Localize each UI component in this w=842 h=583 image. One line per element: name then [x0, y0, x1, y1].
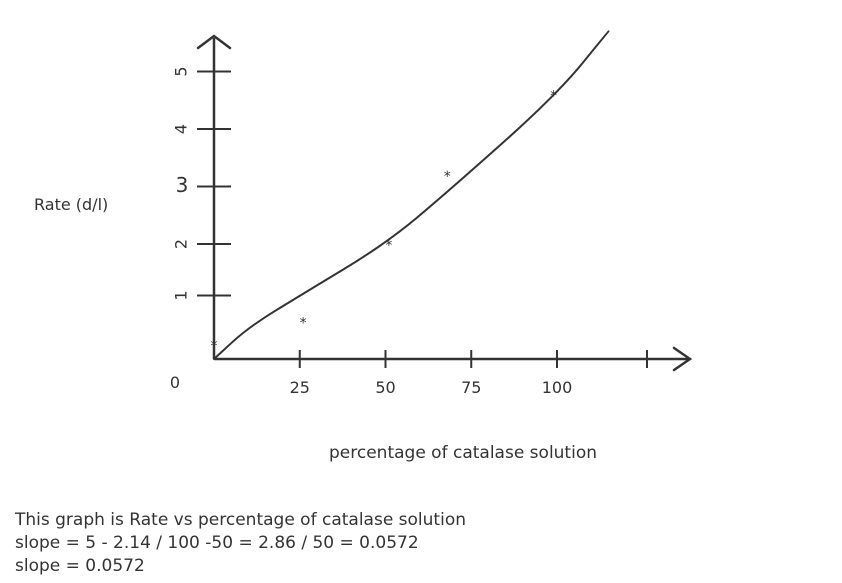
x-tick-label-50: 50 [375, 378, 395, 397]
data-points: * * * * * [211, 89, 558, 355]
y-tick-label-5: 5 [172, 66, 191, 76]
data-point-1: * [211, 339, 218, 355]
data-point-2: * [300, 316, 307, 332]
chart-axes: 0 [170, 34, 693, 392]
y-axis-arrow [196, 34, 232, 50]
note-line-3: slope = 0.0572 [15, 556, 145, 576]
y-axis-label: Rate (d/l) [34, 195, 109, 214]
data-point-4: * [444, 169, 451, 185]
origin-label: 0 [170, 373, 180, 392]
y-tick-label-1: 1 [172, 290, 191, 300]
y-tick-label-2: 2 [172, 239, 191, 249]
x-axis-label: percentage of catalase solution [329, 443, 597, 463]
x-axis-arrow [672, 346, 693, 372]
data-point-5: * [550, 89, 557, 105]
y-tick-label-4: 4 [172, 124, 191, 134]
x-tick-label-100: 100 [542, 378, 573, 397]
note-line-1: This graph is Rate vs percentage of cata… [15, 510, 466, 530]
x-tick-label-25: 25 [290, 378, 310, 397]
data-point-3: * [385, 238, 392, 254]
y-tick-label-3: 3 [176, 173, 189, 197]
notes-block: This graph is Rate vs percentage of cata… [15, 509, 466, 578]
note-line-2: slope = 5 - 2.14 / 100 -50 = 2.86 / 50 =… [15, 533, 419, 553]
rate-vs-catalase-chart: 0 1 2 3 4 5 25 50 75 100 * * * * * [170, 30, 693, 397]
trend-line [213, 30, 610, 360]
x-ticks: 25 50 75 100 [290, 350, 573, 397]
x-tick-label-75: 75 [461, 378, 481, 397]
y-ticks: 1 2 3 4 5 [172, 66, 231, 301]
